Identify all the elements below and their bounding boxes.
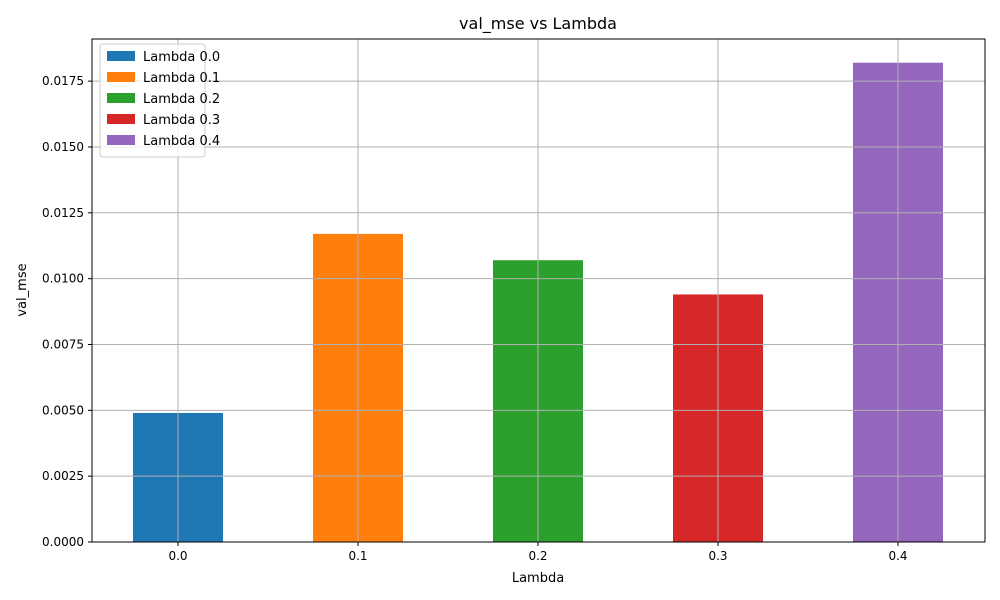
y-axis-ticks: 0.0000 0.0025 0.0050 0.0075 0.0100 0.0125 0.01…	[42, 74, 92, 549]
legend: Lambda 0.0 Lambda 0.1 Lambda 0.2 Lambda 0.3…	[99, 43, 220, 158]
legend-entry: Lambda 0.2	[143, 92, 220, 107]
legend-swatch	[107, 93, 135, 103]
legend-entry: Lambda 0.0	[143, 50, 220, 65]
y-tick-label: 0.0100	[42, 272, 84, 286]
y-tick-label: 0.0150	[42, 140, 84, 154]
x-tick-label: 0.3	[708, 549, 727, 563]
x-tick-label: 0.0	[168, 549, 187, 563]
y-tick-label: 0.0075	[42, 337, 84, 351]
x-axis-label: Lambda	[512, 571, 564, 586]
legend-swatch	[107, 51, 135, 61]
y-tick-label: 0.0050	[42, 403, 84, 417]
legend-swatch	[107, 114, 135, 124]
y-axis-label: val_mse	[15, 263, 30, 316]
legend-entry: Lambda 0.4	[143, 134, 220, 149]
x-tick-label: 0.2	[528, 549, 547, 563]
x-tick-label: 0.1	[348, 549, 367, 563]
y-tick-label: 0.0025	[42, 469, 84, 483]
x-tick-label: 0.4	[888, 549, 907, 563]
x-axis-ticks: 0.0 0.1 0.2 0.3 0.4	[168, 542, 908, 563]
legend-entry: Lambda 0.1	[143, 71, 220, 86]
y-tick-label: 0.0175	[42, 74, 84, 88]
chart-title: val_mse vs Lambda	[459, 14, 617, 34]
legend-entry: Lambda 0.3	[143, 113, 220, 128]
y-tick-label: 0.0000	[42, 535, 84, 549]
legend-swatch	[107, 135, 135, 145]
y-tick-label: 0.0125	[42, 206, 84, 220]
legend-swatch	[107, 72, 135, 82]
